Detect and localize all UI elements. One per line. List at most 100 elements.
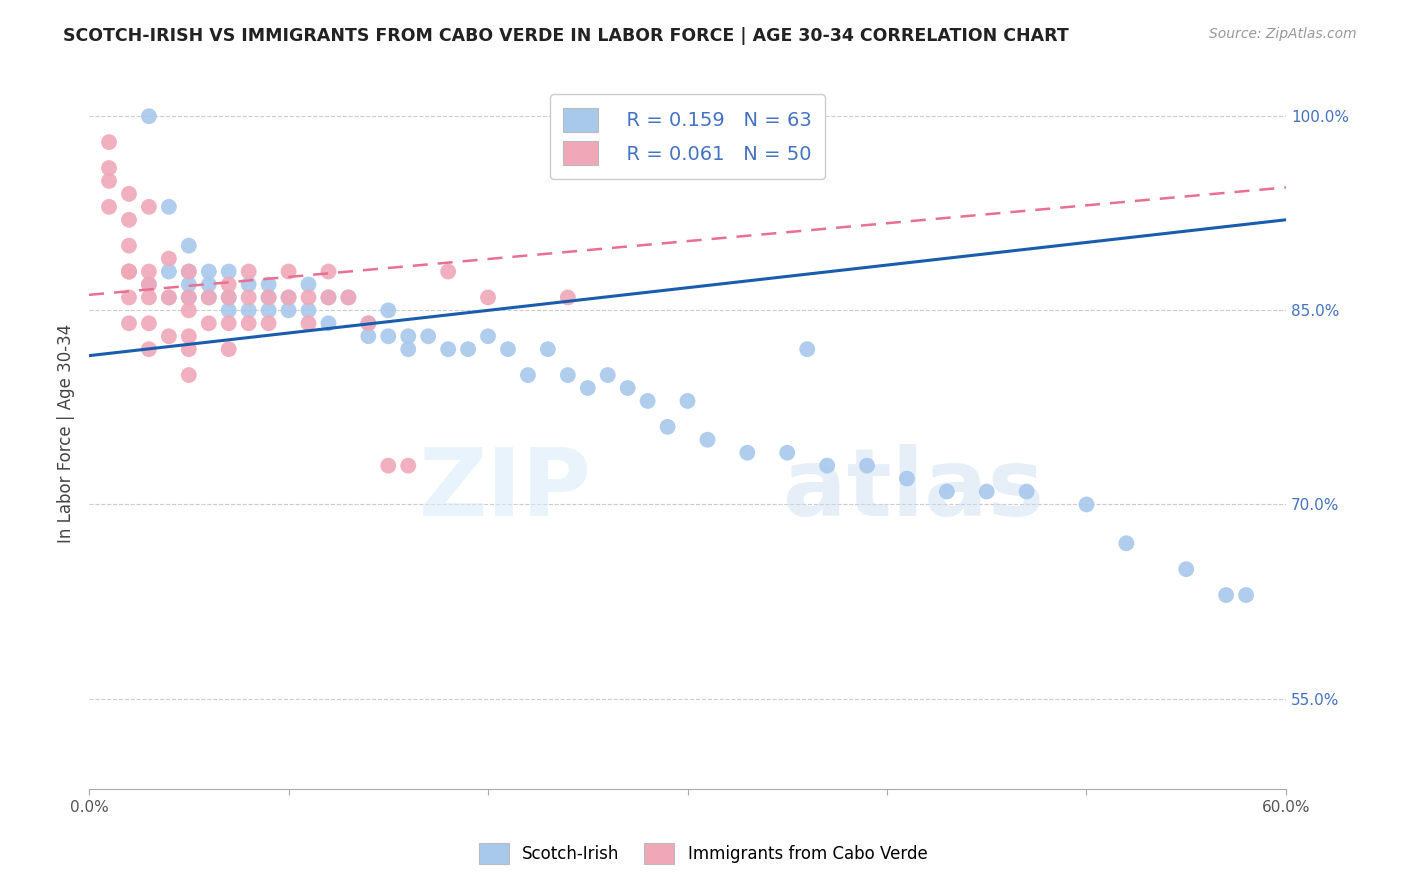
Point <box>437 264 460 278</box>
Point <box>177 303 200 318</box>
Point <box>197 290 219 304</box>
Point <box>98 200 121 214</box>
Point <box>138 290 160 304</box>
Point <box>318 316 340 330</box>
Legend:   R = 0.159   N = 63,   R = 0.061   N = 50: R = 0.159 N = 63, R = 0.061 N = 50 <box>550 95 825 178</box>
Point <box>396 342 419 356</box>
Point <box>197 264 219 278</box>
Point <box>197 277 219 292</box>
Point <box>477 290 499 304</box>
Point <box>138 342 160 356</box>
Point <box>118 316 141 330</box>
Point <box>596 368 619 382</box>
Point <box>218 290 240 304</box>
Point <box>98 161 121 175</box>
Point <box>377 329 399 343</box>
Point <box>477 329 499 343</box>
Point <box>257 290 280 304</box>
Point <box>357 316 380 330</box>
Point <box>177 290 200 304</box>
Point <box>118 238 141 252</box>
Point <box>177 290 200 304</box>
Point <box>516 368 538 382</box>
Point <box>318 264 340 278</box>
Point <box>496 342 519 356</box>
Point <box>218 342 240 356</box>
Point <box>238 303 260 318</box>
Point <box>157 329 180 343</box>
Point <box>737 446 759 460</box>
Point <box>815 458 838 473</box>
Point <box>138 316 160 330</box>
Point <box>935 484 957 499</box>
Point <box>138 277 160 292</box>
Point <box>98 174 121 188</box>
Point <box>257 290 280 304</box>
Point <box>637 393 659 408</box>
Text: atlas: atlas <box>783 444 1045 536</box>
Point <box>257 316 280 330</box>
Point <box>157 290 180 304</box>
Point <box>218 316 240 330</box>
Point <box>557 290 579 304</box>
Point <box>856 458 879 473</box>
Point <box>1076 498 1098 512</box>
Point <box>337 290 360 304</box>
Point <box>337 290 360 304</box>
Text: ZIP: ZIP <box>419 444 592 536</box>
Point <box>218 264 240 278</box>
Point <box>277 290 299 304</box>
Point <box>318 290 340 304</box>
Point <box>696 433 718 447</box>
Text: SCOTCH-IRISH VS IMMIGRANTS FROM CABO VERDE IN LABOR FORCE | AGE 30-34 CORRELATIO: SCOTCH-IRISH VS IMMIGRANTS FROM CABO VER… <box>63 27 1069 45</box>
Point <box>118 186 141 201</box>
Point <box>796 342 818 356</box>
Point <box>177 238 200 252</box>
Point <box>776 446 799 460</box>
Point <box>297 290 319 304</box>
Point <box>357 316 380 330</box>
Point <box>418 329 440 343</box>
Legend: Scotch-Irish, Immigrants from Cabo Verde: Scotch-Irish, Immigrants from Cabo Verde <box>472 837 934 871</box>
Point <box>437 342 460 356</box>
Point <box>157 264 180 278</box>
Point <box>238 264 260 278</box>
Point <box>238 290 260 304</box>
Point <box>277 303 299 318</box>
Point <box>197 316 219 330</box>
Point <box>138 200 160 214</box>
Point <box>118 290 141 304</box>
Point <box>377 458 399 473</box>
Point <box>1234 588 1257 602</box>
Point <box>1015 484 1038 499</box>
Point <box>657 419 679 434</box>
Point <box>177 342 200 356</box>
Point <box>118 264 141 278</box>
Point <box>177 264 200 278</box>
Point <box>197 290 219 304</box>
Point <box>257 277 280 292</box>
Point <box>457 342 479 356</box>
Point <box>138 264 160 278</box>
Point <box>118 212 141 227</box>
Point <box>118 264 141 278</box>
Point <box>1215 588 1237 602</box>
Point <box>297 303 319 318</box>
Point <box>177 264 200 278</box>
Point <box>118 264 141 278</box>
Point <box>1115 536 1137 550</box>
Point <box>896 472 918 486</box>
Point <box>976 484 998 499</box>
Point <box>238 277 260 292</box>
Point <box>98 135 121 149</box>
Point <box>257 303 280 318</box>
Point <box>218 277 240 292</box>
Point <box>396 329 419 343</box>
Point <box>157 252 180 266</box>
Point <box>157 200 180 214</box>
Point <box>396 458 419 473</box>
Point <box>138 277 160 292</box>
Point <box>177 277 200 292</box>
Text: Source: ZipAtlas.com: Source: ZipAtlas.com <box>1209 27 1357 41</box>
Point <box>138 109 160 123</box>
